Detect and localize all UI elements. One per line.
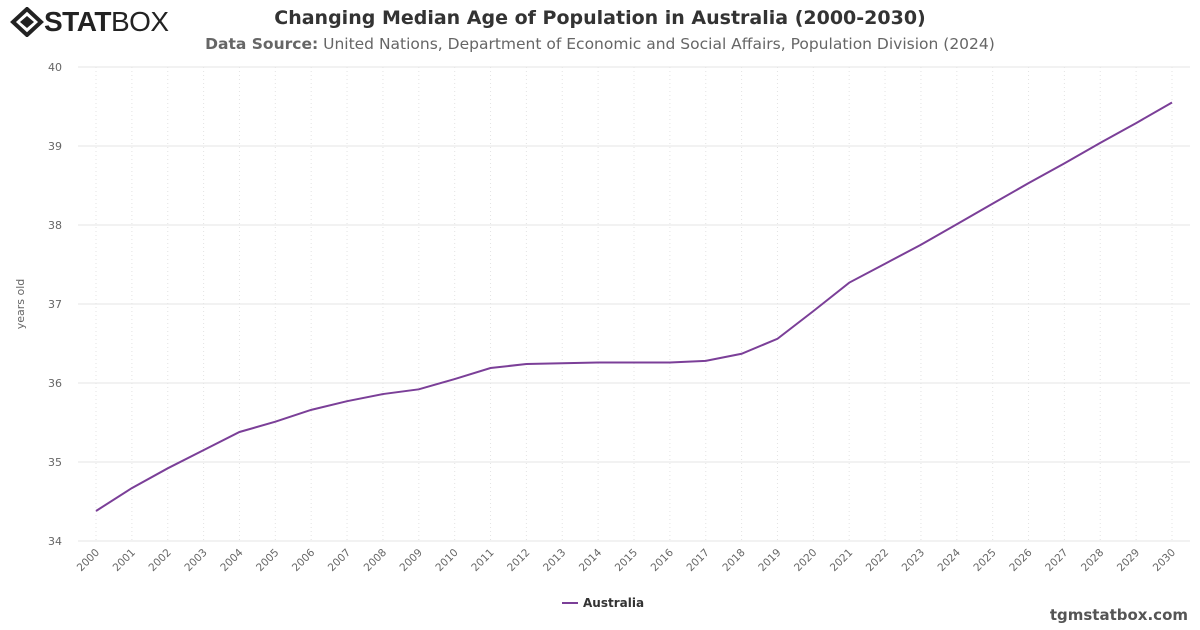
x-tick-label: 2007: [326, 547, 353, 574]
x-tick-label: 2010: [433, 547, 460, 574]
y-tick-label: 34: [48, 535, 62, 548]
y-tick-label: 35: [48, 456, 62, 469]
x-tick-label: 2027: [1043, 547, 1070, 574]
x-tick-label: 2017: [684, 547, 711, 574]
x-tick-label: 2022: [864, 547, 891, 574]
y-tick-label: 36: [48, 377, 62, 390]
x-tick-label: 2016: [649, 546, 677, 574]
x-tick-label: 2009: [398, 547, 425, 574]
legend-item-australia[interactable]: Australia: [583, 596, 644, 610]
x-tick-label: 2003: [182, 547, 209, 574]
chart-subtitle: Data Source: United Nations, Department …: [0, 35, 1200, 53]
x-tick-label: 2019: [756, 547, 783, 574]
x-tick-label: 2013: [541, 547, 568, 574]
source-label: Data Source:: [205, 35, 319, 53]
x-tick-label: 2028: [1079, 547, 1106, 574]
x-tick-label: 2030: [1151, 547, 1178, 574]
x-tick-label: 2023: [900, 547, 927, 574]
source-text: United Nations, Department of Economic a…: [323, 35, 995, 53]
x-tick-label: 2005: [254, 547, 281, 574]
y-tick-label: 37: [48, 298, 62, 311]
x-tick-label: 2000: [75, 547, 102, 574]
statbox-logo: STATBOX: [10, 6, 169, 38]
footer-site: tgmstatbox.com: [1049, 606, 1188, 624]
logo-text-light: BOX: [110, 6, 169, 37]
y-tick-label: 38: [48, 219, 62, 232]
x-tick-label: 2018: [720, 547, 747, 574]
x-tick-label: 2014: [577, 546, 605, 574]
x-tick-label: 2020: [792, 547, 819, 574]
chart-title: Changing Median Age of Population in Aus…: [274, 7, 926, 29]
logo-text-bold: STAT: [44, 6, 111, 37]
x-tick-label: 2008: [362, 547, 389, 574]
legend[interactable]: Australia: [562, 596, 644, 610]
diamond-logo-icon: [10, 7, 44, 37]
x-tick-label: 2024: [936, 546, 964, 574]
x-tick-label: 2001: [111, 547, 138, 574]
x-tick-label: 2006: [290, 546, 318, 574]
x-tick-label: 2021: [828, 547, 855, 574]
y-tick-label: 39: [48, 140, 62, 153]
x-tick-label: 2004: [218, 546, 246, 574]
y-tick-label: 40: [48, 61, 62, 74]
x-tick-label: 2025: [971, 547, 998, 574]
x-tick-label: 2011: [469, 547, 496, 574]
x-tick-label: 2012: [505, 547, 532, 574]
x-tick-label: 2015: [613, 547, 640, 574]
x-tick-label: 2002: [146, 547, 173, 574]
x-tick-label: 2026: [1007, 546, 1035, 574]
x-tick-label: 2029: [1115, 547, 1142, 574]
y-axis-label: years old: [14, 279, 27, 330]
